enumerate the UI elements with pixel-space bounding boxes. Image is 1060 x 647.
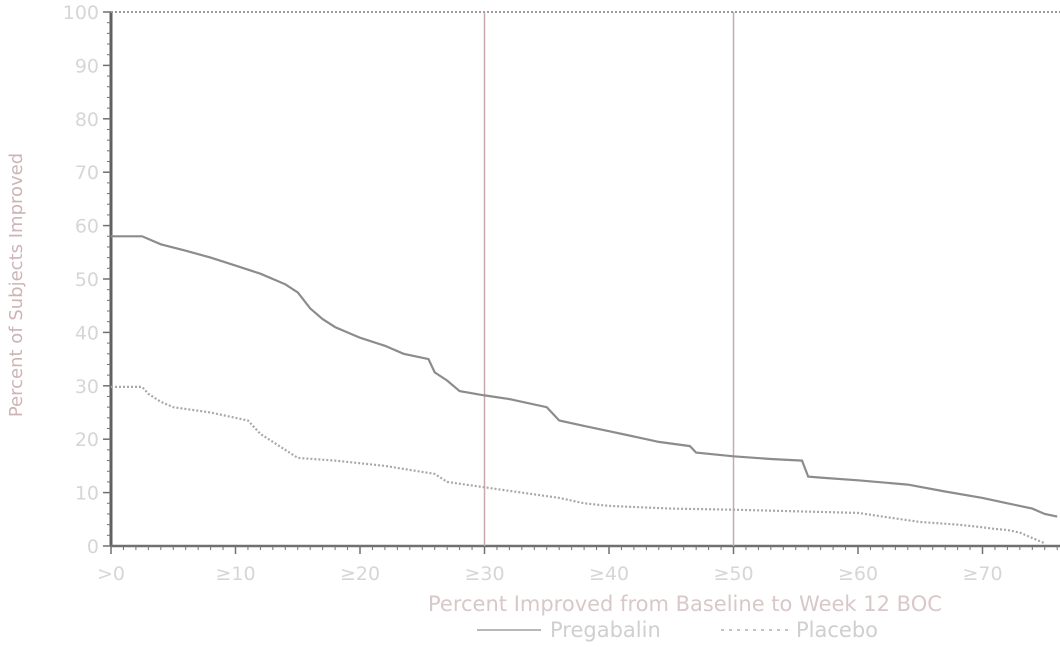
y-tick-label: 70 — [75, 162, 99, 184]
x-tick-label: ≥10 — [215, 563, 255, 585]
x-tick-label: >0 — [97, 563, 125, 585]
y-tick-label: 30 — [75, 376, 99, 398]
x-axis-title: Percent Improved from Baseline to Week 1… — [428, 592, 942, 616]
legend-label-placebo: Placebo — [796, 618, 878, 642]
reference-lines — [483, 12, 735, 546]
legend: Pregabalin Placebo — [477, 618, 878, 642]
y-tick-label: 50 — [75, 269, 99, 291]
y-tick-labels: 0 10 20 30 40 50 60 70 80 90 100 — [63, 2, 99, 558]
x-tick-label: ≥70 — [962, 563, 1002, 585]
x-tick-label: ≥20 — [340, 563, 380, 585]
y-tick-label: 80 — [75, 109, 99, 131]
y-tick-label: 10 — [75, 483, 99, 505]
x-tick-labels: >0 ≥10 ≥20 ≥30 ≥40 ≥50 ≥60 ≥70 — [97, 563, 1003, 585]
series-layer — [111, 235, 1058, 545]
x-tick-label: ≥60 — [838, 563, 878, 585]
y-tick-label: 60 — [75, 216, 99, 238]
y-tick-label: 100 — [63, 2, 99, 24]
y-tick-label: 40 — [75, 322, 99, 344]
axes — [103, 11, 1060, 554]
y-tick-label: 90 — [75, 55, 99, 77]
y-tick-label: 0 — [87, 536, 99, 558]
x-tick-label: ≥40 — [589, 563, 629, 585]
y-tick-label: 20 — [75, 429, 99, 451]
series-line-pregabalin — [111, 235, 1058, 518]
x-tick-label: ≥30 — [464, 563, 504, 585]
legend-label-pregabalin: Pregabalin — [550, 618, 661, 642]
x-tick-label: ≥50 — [713, 563, 753, 585]
series-line-placebo — [111, 385, 1046, 545]
y-axis-title: Percent of Subjects Improved — [6, 153, 27, 417]
